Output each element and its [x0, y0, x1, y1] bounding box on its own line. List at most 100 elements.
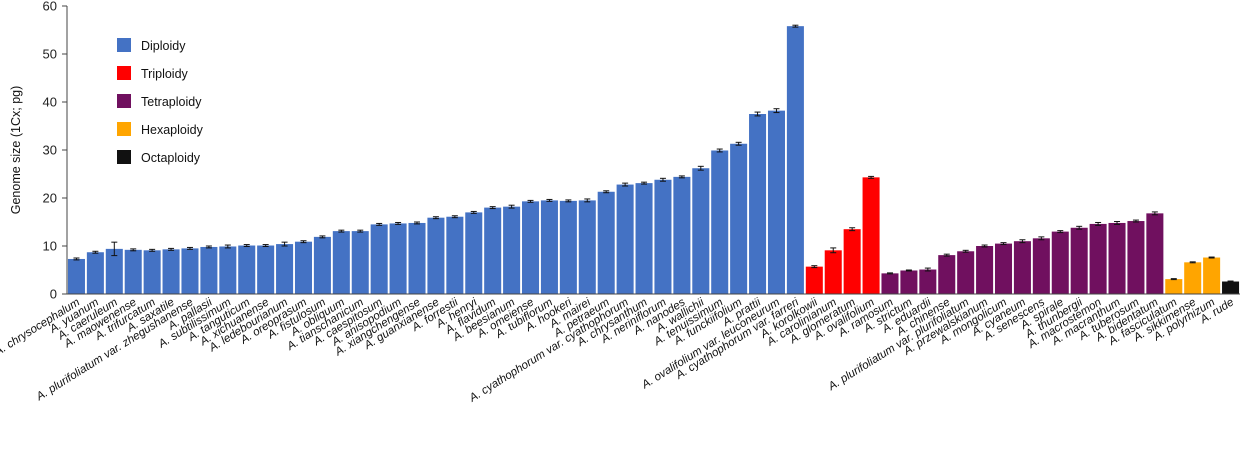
- bar-diploidy: [484, 207, 502, 294]
- legend-label: Tetraploidy: [141, 95, 202, 109]
- error-bar: [565, 199, 572, 203]
- error-bar: [451, 215, 458, 219]
- legend-swatch: [117, 94, 131, 108]
- legend-swatch: [117, 150, 131, 164]
- bar-diploidy: [162, 249, 180, 294]
- error-bar: [1000, 242, 1007, 246]
- bar-diploidy: [692, 168, 710, 294]
- y-tick-label: 20: [43, 191, 57, 206]
- error-bar: [886, 272, 893, 275]
- error-bar: [1038, 236, 1045, 241]
- error-bar: [470, 210, 477, 214]
- bar-diploidy: [730, 143, 748, 294]
- bar-diploidy: [559, 200, 577, 294]
- legend-label: Diploidy: [141, 39, 186, 53]
- bar-diploidy: [370, 224, 388, 294]
- error-bar: [868, 175, 875, 179]
- bar-diploidy: [749, 114, 767, 294]
- bar-diploidy: [181, 248, 199, 294]
- error-bar: [849, 227, 856, 232]
- error-bar: [943, 253, 950, 257]
- error-bar: [130, 248, 137, 252]
- bar-diploidy: [276, 244, 294, 294]
- error-bar: [1057, 230, 1064, 234]
- bar-diploidy: [389, 223, 407, 294]
- bar-hexaploidy: [1203, 257, 1221, 294]
- bar-diploidy: [427, 217, 445, 294]
- error-bar: [1189, 261, 1196, 264]
- bar-triploidy: [843, 229, 861, 294]
- error-bars-group: [73, 24, 1234, 283]
- error-bar: [338, 229, 345, 233]
- bar-tetraploidy: [1127, 221, 1145, 294]
- error-bar: [924, 267, 931, 272]
- error-bar: [792, 24, 799, 28]
- legend-item-hexaploidy: Hexaploidy: [117, 122, 204, 137]
- error-bar: [735, 141, 742, 146]
- bar-tetraploidy: [900, 270, 918, 294]
- error-bar: [1132, 219, 1139, 223]
- error-bar: [319, 235, 326, 239]
- y-tick-label: 60: [43, 0, 57, 14]
- bar-diploidy: [219, 246, 237, 294]
- bar-diploidy: [332, 231, 350, 294]
- y-axis-title: Genome size (1Cx; pg): [9, 86, 23, 215]
- error-bar: [546, 198, 553, 202]
- legend: Diploidy Triploidy Tetraploidy Hexaploidy Oc…: [117, 38, 204, 165]
- error-bar: [962, 249, 969, 253]
- error-bar: [641, 181, 648, 185]
- bar-tetraploidy: [1108, 222, 1126, 294]
- error-bar: [414, 221, 421, 225]
- legend-swatch: [117, 122, 131, 136]
- error-bar: [981, 244, 988, 248]
- bar-tetraploidy: [1070, 227, 1088, 294]
- bars-group: [67, 26, 1240, 294]
- error-bar: [376, 222, 383, 226]
- bar-tetraploidy: [976, 246, 994, 294]
- bar-diploidy: [522, 201, 540, 294]
- bar-tetraploidy: [1089, 223, 1107, 294]
- legend-label: Hexaploidy: [141, 123, 204, 137]
- bar-triploidy: [805, 266, 823, 294]
- bar-tetraploidy: [938, 255, 956, 294]
- y-tick-label: 30: [43, 143, 57, 158]
- bar-diploidy: [616, 184, 634, 294]
- error-bar: [584, 198, 591, 203]
- bar-diploidy: [654, 179, 672, 294]
- error-bar: [1227, 280, 1234, 283]
- error-bar: [489, 206, 496, 210]
- error-bar: [716, 148, 723, 153]
- y-tick-label: 0: [50, 287, 57, 302]
- bar-diploidy: [86, 252, 104, 294]
- error-bar: [243, 244, 250, 247]
- bar-diploidy: [124, 249, 142, 294]
- error-bar: [527, 199, 534, 203]
- error-bar: [754, 111, 761, 117]
- bar-diploidy: [540, 200, 558, 294]
- error-bar: [830, 247, 837, 254]
- bar-diploidy: [200, 246, 218, 294]
- legend-swatch: [117, 38, 131, 52]
- error-bar: [149, 248, 156, 252]
- y-tick-label: 10: [43, 239, 57, 254]
- y-axis: 0 10 20 30 40 50 60: [43, 0, 68, 302]
- bar-hexaploidy: [1165, 279, 1183, 294]
- legend-label: Octaploidy: [141, 151, 201, 165]
- bar-diploidy: [503, 206, 521, 294]
- bar-diploidy: [257, 245, 275, 294]
- error-bar: [300, 240, 307, 244]
- legend-item-tetraploidy: Tetraploidy: [117, 94, 202, 109]
- error-bar: [508, 204, 515, 209]
- bar-diploidy: [786, 26, 804, 294]
- error-bar: [811, 265, 818, 269]
- bar-diploidy: [105, 248, 123, 294]
- legend-label: Triploidy: [141, 67, 189, 81]
- error-bar: [1170, 278, 1177, 281]
- bar-diploidy: [597, 191, 615, 294]
- error-bar: [622, 182, 629, 187]
- error-bar: [281, 241, 288, 247]
- bar-diploidy: [351, 231, 369, 294]
- legend-item-diploidy: Diploidy: [117, 38, 186, 53]
- bar-diploidy: [578, 200, 596, 294]
